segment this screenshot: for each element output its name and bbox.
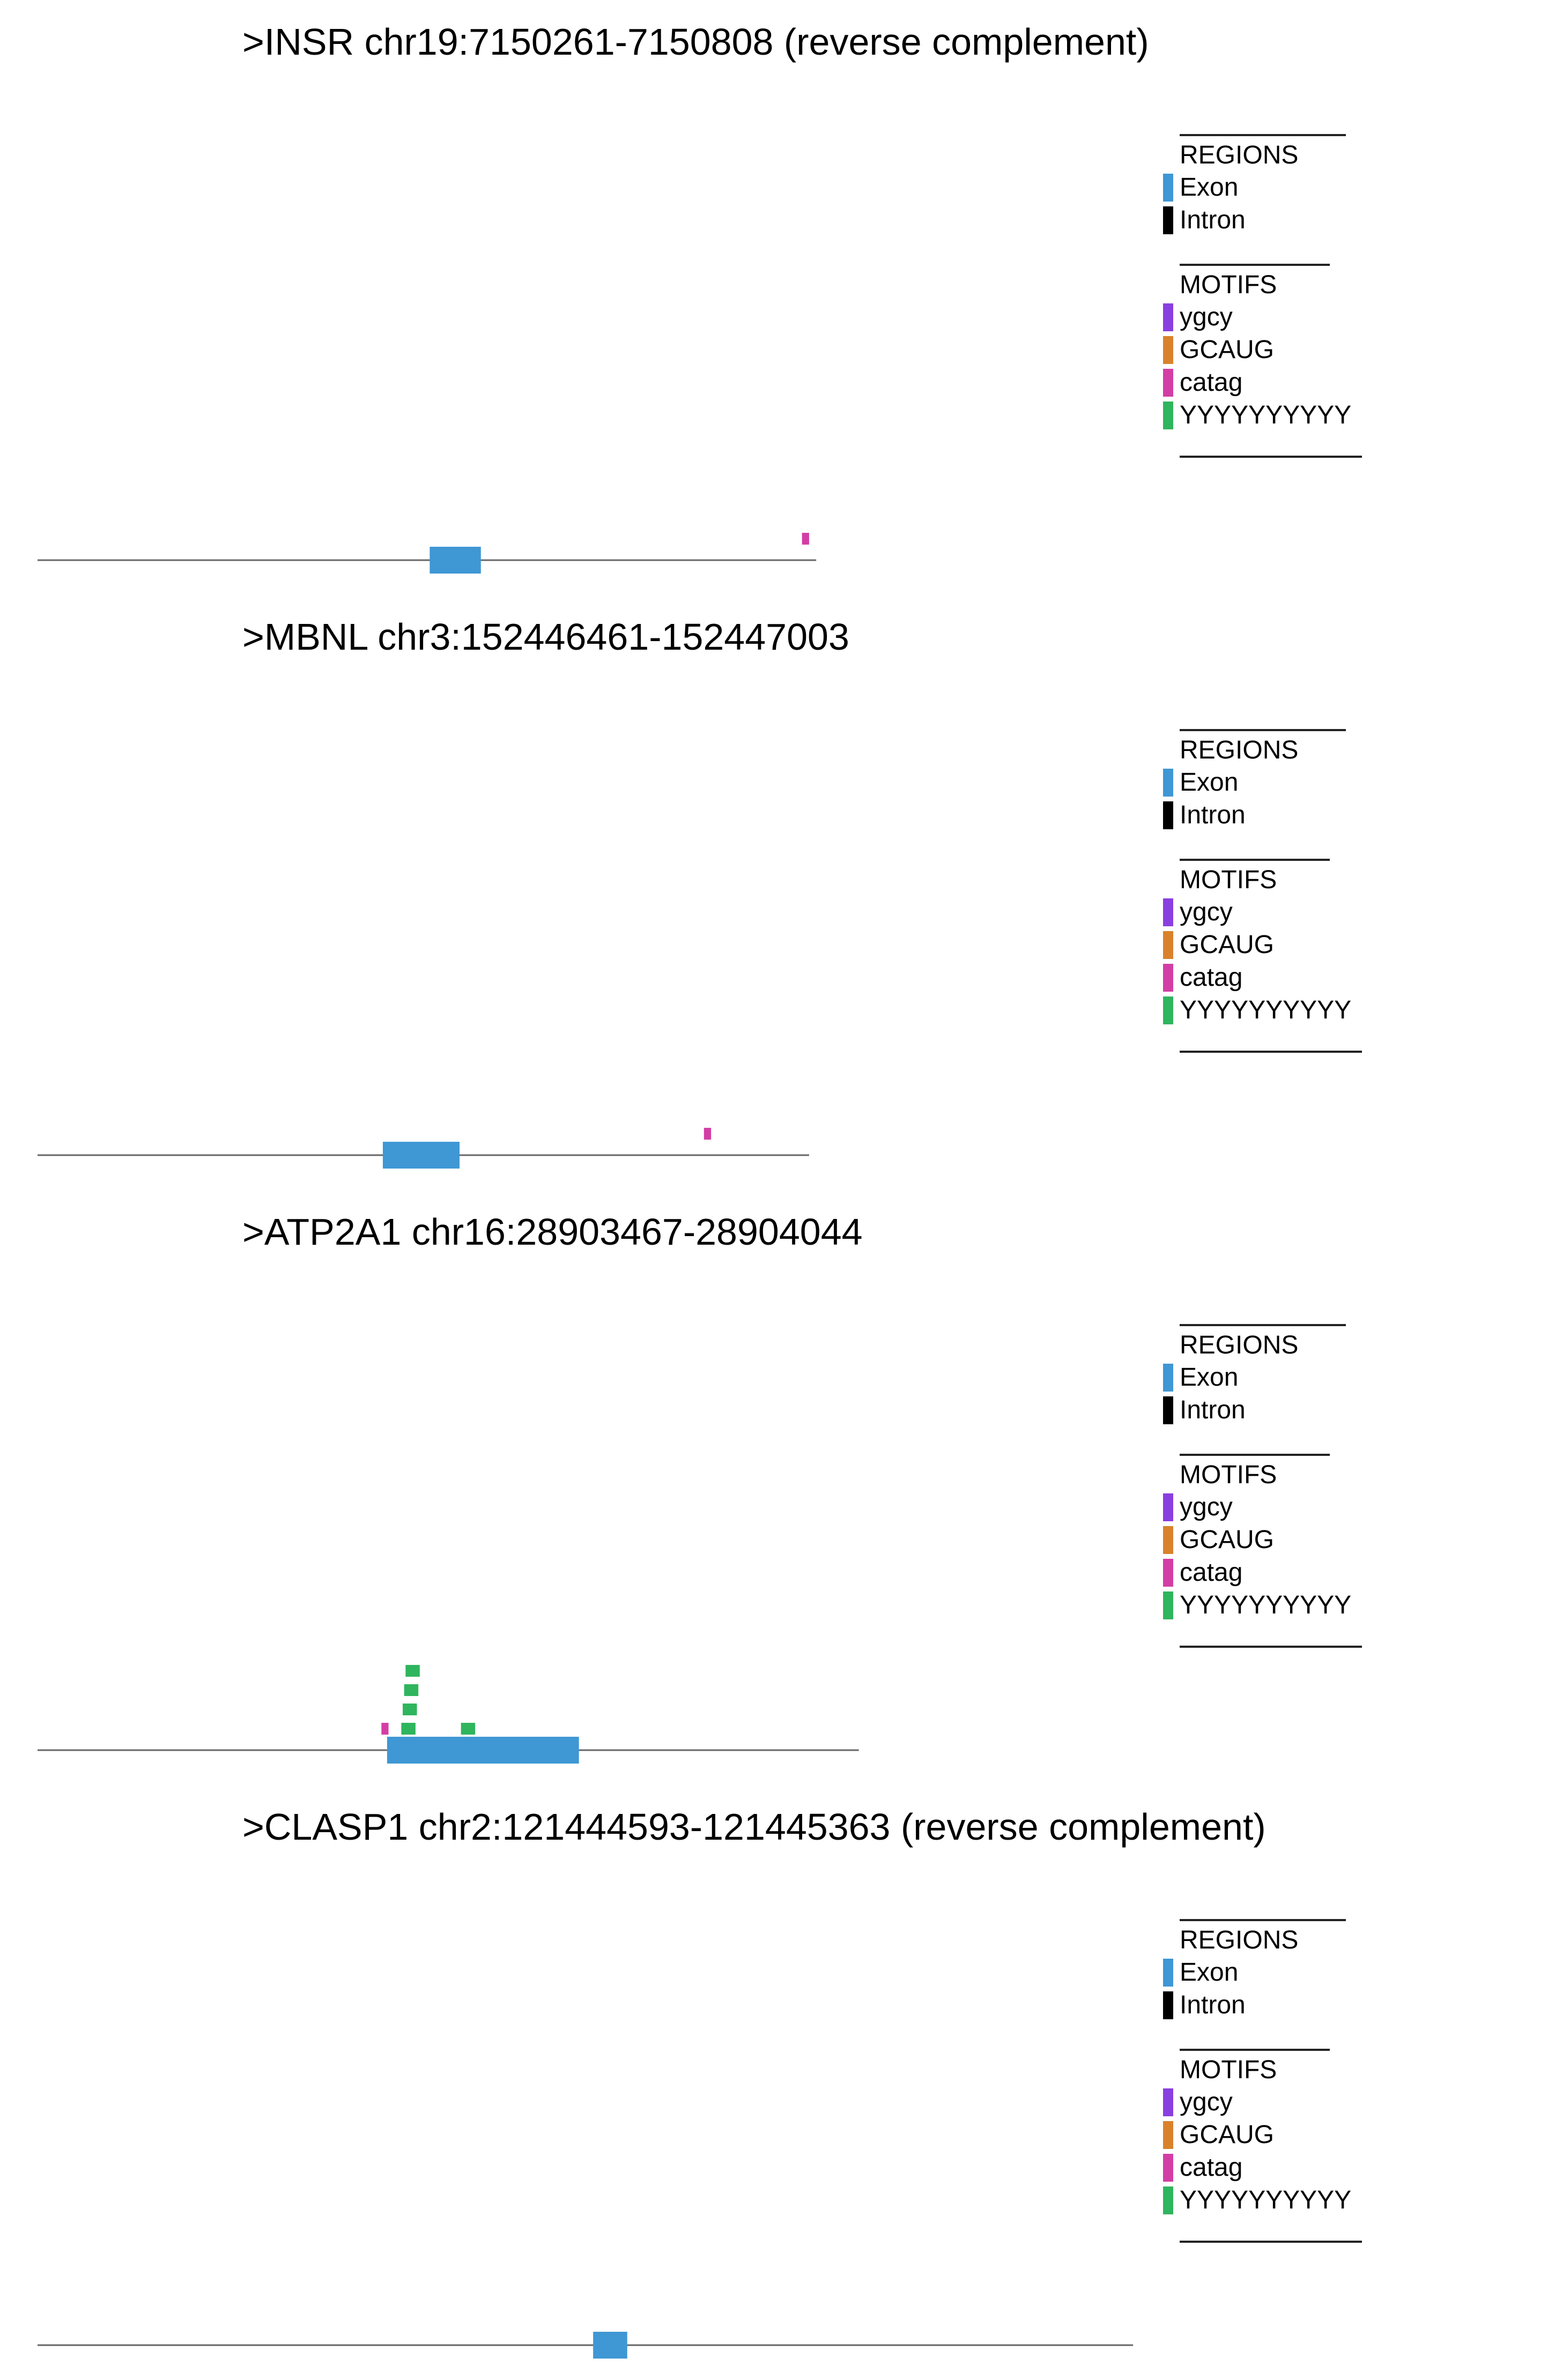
legend-swatch-catag bbox=[1163, 369, 1173, 397]
legend-label-ygcy: ygcy bbox=[1180, 303, 1233, 331]
panel-title: >ATP2A1 chr16:28903467-28904044 bbox=[242, 1211, 863, 1253]
legend-swatch-intron bbox=[1163, 206, 1173, 234]
legend-swatch-yyyyyyyyyy bbox=[1163, 401, 1173, 429]
gene-panel-insr: >INSR chr19:7150261-7150808 (reverse com… bbox=[0, 0, 1555, 595]
exon-block bbox=[593, 2332, 627, 2359]
sequence-track bbox=[38, 1128, 809, 1169]
legend-divider bbox=[1180, 1646, 1362, 1648]
motif-mark-yyyyyyyyyy bbox=[461, 1723, 476, 1735]
legend-label-gcaug: GCAUG bbox=[1180, 1526, 1275, 1554]
legend-divider bbox=[1180, 264, 1330, 266]
motif-mark-yyyyyyyyyy bbox=[405, 1665, 420, 1677]
legend-label-gcaug: GCAUG bbox=[1180, 2121, 1275, 2149]
legend-swatch-intron bbox=[1163, 1396, 1173, 1424]
legend-swatch-gcaug bbox=[1163, 336, 1173, 364]
legend-divider bbox=[1180, 729, 1346, 731]
legend-label-yyyyyyyyyy: YYYYYYYYYY bbox=[1180, 2186, 1352, 2214]
legend-regions-heading: REGIONS bbox=[1180, 1926, 1299, 1954]
exon-block bbox=[430, 547, 481, 574]
panel-title: >CLASP1 chr2:121444593-121445363 (revers… bbox=[242, 1806, 1266, 1848]
legend-swatch-ygcy bbox=[1163, 2088, 1173, 2116]
legend-motifs-heading: MOTIFS bbox=[1180, 866, 1277, 894]
legend-label-catag: catag bbox=[1180, 2153, 1243, 2182]
legend-label-intron: Intron bbox=[1180, 1396, 1246, 1424]
legend-label-catag: catag bbox=[1180, 368, 1243, 397]
motif-mark-yyyyyyyyyy bbox=[403, 1704, 417, 1715]
legend-motifs-heading: MOTIFS bbox=[1180, 2056, 1277, 2084]
legend-label-catag: catag bbox=[1180, 963, 1243, 992]
legend-swatch-gcaug bbox=[1163, 931, 1173, 959]
legend-swatch-catag bbox=[1163, 964, 1173, 992]
legend-divider bbox=[1180, 1919, 1346, 1921]
legend-motifs-heading: MOTIFS bbox=[1180, 271, 1277, 299]
legend-divider bbox=[1180, 859, 1330, 861]
sequence-track bbox=[38, 2332, 1134, 2359]
legend-label-exon: Exon bbox=[1180, 1958, 1239, 1987]
legend-regions-heading: REGIONS bbox=[1180, 1331, 1299, 1359]
legend-label-ygcy: ygcy bbox=[1180, 1493, 1233, 1521]
legend-label-intron: Intron bbox=[1180, 206, 1246, 234]
legend-divider bbox=[1180, 1454, 1330, 1456]
legend-divider bbox=[1180, 1324, 1346, 1326]
exon-block bbox=[387, 1737, 579, 1764]
legend-swatch-gcaug bbox=[1163, 2121, 1173, 2149]
legend-label-gcaug: GCAUG bbox=[1180, 336, 1275, 364]
legend-label-catag: catag bbox=[1180, 1558, 1243, 1587]
legend-label-exon: Exon bbox=[1180, 1363, 1239, 1392]
legend-swatch-yyyyyyyyyy bbox=[1163, 1591, 1173, 1619]
legend-swatch-exon bbox=[1163, 1364, 1173, 1392]
legend-label-yyyyyyyyyy: YYYYYYYYYY bbox=[1180, 996, 1352, 1024]
legend-label-intron: Intron bbox=[1180, 1991, 1246, 2019]
legend-swatch-ygcy bbox=[1163, 303, 1173, 331]
legend-regions-heading: REGIONS bbox=[1180, 736, 1299, 764]
motif-mark-yyyyyyyyyy bbox=[401, 1723, 416, 1735]
panel-title: >INSR chr19:7150261-7150808 (reverse com… bbox=[242, 21, 1149, 63]
gene-panel-clasp1: >CLASP1 chr2:121444593-121445363 (revers… bbox=[0, 1785, 1555, 2380]
legend-motifs-heading: MOTIFS bbox=[1180, 1461, 1277, 1489]
legend-label-yyyyyyyyyy: YYYYYYYYYY bbox=[1180, 401, 1352, 429]
gene-panel-mbnl: >MBNL chr3:152446461-152447003 REGIONS Exo… bbox=[0, 595, 1555, 1190]
legend-swatch-catag bbox=[1163, 1559, 1173, 1587]
legend-swatch-ygcy bbox=[1163, 898, 1173, 926]
legend-label-exon: Exon bbox=[1180, 768, 1239, 797]
legend-swatch-catag bbox=[1163, 2154, 1173, 2182]
motif-mark-yyyyyyyyyy bbox=[404, 1684, 419, 1696]
legend-label-yyyyyyyyyy: YYYYYYYYYY bbox=[1180, 1591, 1352, 1619]
legend-swatch-exon bbox=[1163, 174, 1173, 202]
legend-swatch-exon bbox=[1163, 769, 1173, 797]
legend-label-ygcy: ygcy bbox=[1180, 898, 1233, 926]
motif-mark-catag bbox=[704, 1128, 712, 1140]
legend-label-gcaug: GCAUG bbox=[1180, 931, 1275, 959]
legend-label-ygcy: ygcy bbox=[1180, 2088, 1233, 2116]
motif-mark-catag bbox=[802, 533, 809, 545]
legend-divider bbox=[1180, 134, 1346, 136]
legend-swatch-ygcy bbox=[1163, 1493, 1173, 1521]
legend: REGIONS Exon Intron MOTIFS ygcy GCAUG catag YYY… bbox=[1158, 113, 1373, 466]
legend-divider bbox=[1180, 1051, 1362, 1053]
legend: REGIONS Exon Intron MOTIFS ygcy GCAUG catag YYY… bbox=[1158, 708, 1373, 1061]
legend-swatch-exon bbox=[1163, 1959, 1173, 1987]
legend-swatch-yyyyyyyyyy bbox=[1163, 2186, 1173, 2214]
exon-block bbox=[382, 1142, 460, 1169]
legend-divider bbox=[1180, 2241, 1362, 2243]
legend-label-exon: Exon bbox=[1180, 173, 1239, 202]
gene-panel-atp2a1: >ATP2A1 chr16:28903467-28904044 REGIONS Ex… bbox=[0, 1190, 1555, 1785]
legend-regions-heading: REGIONS bbox=[1180, 141, 1299, 169]
legend-swatch-gcaug bbox=[1163, 1526, 1173, 1554]
legend: REGIONS Exon Intron MOTIFS ygcy GCAUG catag YYY… bbox=[1158, 1898, 1373, 2251]
legend: REGIONS Exon Intron MOTIFS ygcy GCAUG catag YYY… bbox=[1158, 1303, 1373, 1656]
sequence-track bbox=[38, 1665, 859, 1764]
legend-swatch-intron bbox=[1163, 1991, 1173, 2019]
sequence-track bbox=[38, 533, 817, 574]
legend-divider bbox=[1180, 456, 1362, 458]
panel-title: >MBNL chr3:152446461-152447003 bbox=[242, 616, 849, 658]
legend-divider bbox=[1180, 2049, 1330, 2051]
motif-mark-catag bbox=[381, 1723, 389, 1735]
legend-swatch-yyyyyyyyyy bbox=[1163, 996, 1173, 1024]
legend-label-intron: Intron bbox=[1180, 801, 1246, 829]
legend-swatch-intron bbox=[1163, 801, 1173, 829]
